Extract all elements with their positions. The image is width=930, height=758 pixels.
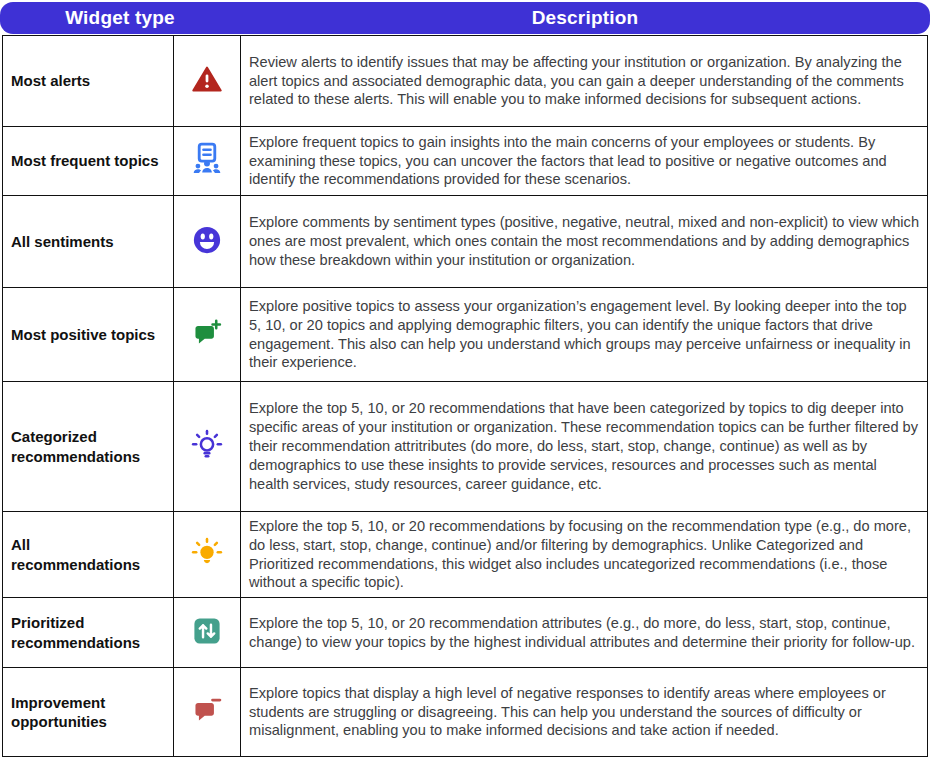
alert-triangle-icon: [192, 64, 222, 94]
table-header-bar: Widget type Description: [0, 2, 930, 34]
smiley-face-icon: [192, 225, 222, 255]
widget-icon-cell: [174, 512, 241, 598]
widget-icon-cell: [174, 598, 241, 668]
table-row: Most frequent topics Explore frequent top…: [3, 127, 928, 196]
lightbulb-filled-icon: [191, 537, 223, 569]
page: Widget type Description Most alerts Revie…: [0, 2, 930, 757]
table-row: Most alerts Review alerts to identify iss…: [3, 36, 928, 127]
up-down-arrows-icon: [193, 617, 221, 645]
presentation-audience-icon: [190, 142, 224, 176]
lightbulb-outline-icon: [191, 429, 223, 461]
comment-plus-icon: [192, 318, 222, 348]
widget-name-cell: Most alerts: [3, 36, 174, 127]
widget-description-cell: Explore the top 5, 10, or 20 recommendat…: [241, 598, 928, 668]
widget-description-cell: Review alerts to identify issues that ma…: [241, 36, 928, 127]
widgets-table: Most alerts Review alerts to identify iss…: [2, 35, 928, 757]
widget-description-cell: Explore comments by sentiment types (pos…: [241, 196, 928, 288]
widget-name-cell: Most frequent topics: [3, 127, 174, 196]
comment-minus-icon: [192, 695, 222, 725]
widget-name-cell: Prioritized recommendations: [3, 598, 174, 668]
widget-description-cell: Explore topics that display a high level…: [241, 668, 928, 757]
widget-name-cell: All recommendations: [3, 512, 174, 598]
widget-description-cell: Explore frequent topics to gain insights…: [241, 127, 928, 196]
widget-icon-cell: [174, 36, 241, 127]
widget-icon-cell: [174, 196, 241, 288]
widget-description-cell: Explore positive topics to assess your o…: [241, 288, 928, 382]
table-body: Most alerts Review alerts to identify iss…: [3, 36, 928, 757]
widget-name-cell: Most positive topics: [3, 288, 174, 382]
table-row: All sentiments Explore comments by sentim…: [3, 196, 928, 288]
widget-icon-cell: [174, 127, 241, 196]
table-row: Improvement opportunities Explore topics …: [3, 668, 928, 757]
widget-name-cell: Improvement opportunities: [3, 668, 174, 757]
widget-icon-cell: [174, 668, 241, 757]
header-description: Description: [240, 7, 930, 29]
widget-description-cell: Explore the top 5, 10, or 20 recommendat…: [241, 382, 928, 512]
header-widget-type: Widget type: [0, 7, 240, 29]
table-row: Categorized recommendations Explore the t…: [3, 382, 928, 512]
widget-description-cell: Explore the top 5, 10, or 20 recommendat…: [241, 512, 928, 598]
widget-icon-cell: [174, 288, 241, 382]
table-row: Most positive topics Explore positive top…: [3, 288, 928, 382]
widget-icon-cell: [174, 382, 241, 512]
table-row: Prioritized recommendations Explore the t…: [3, 598, 928, 668]
table-row: All recommendations Explore the top 5, 10…: [3, 512, 928, 598]
widget-name-cell: Categorized recommendations: [3, 382, 174, 512]
widget-name-cell: All sentiments: [3, 196, 174, 288]
